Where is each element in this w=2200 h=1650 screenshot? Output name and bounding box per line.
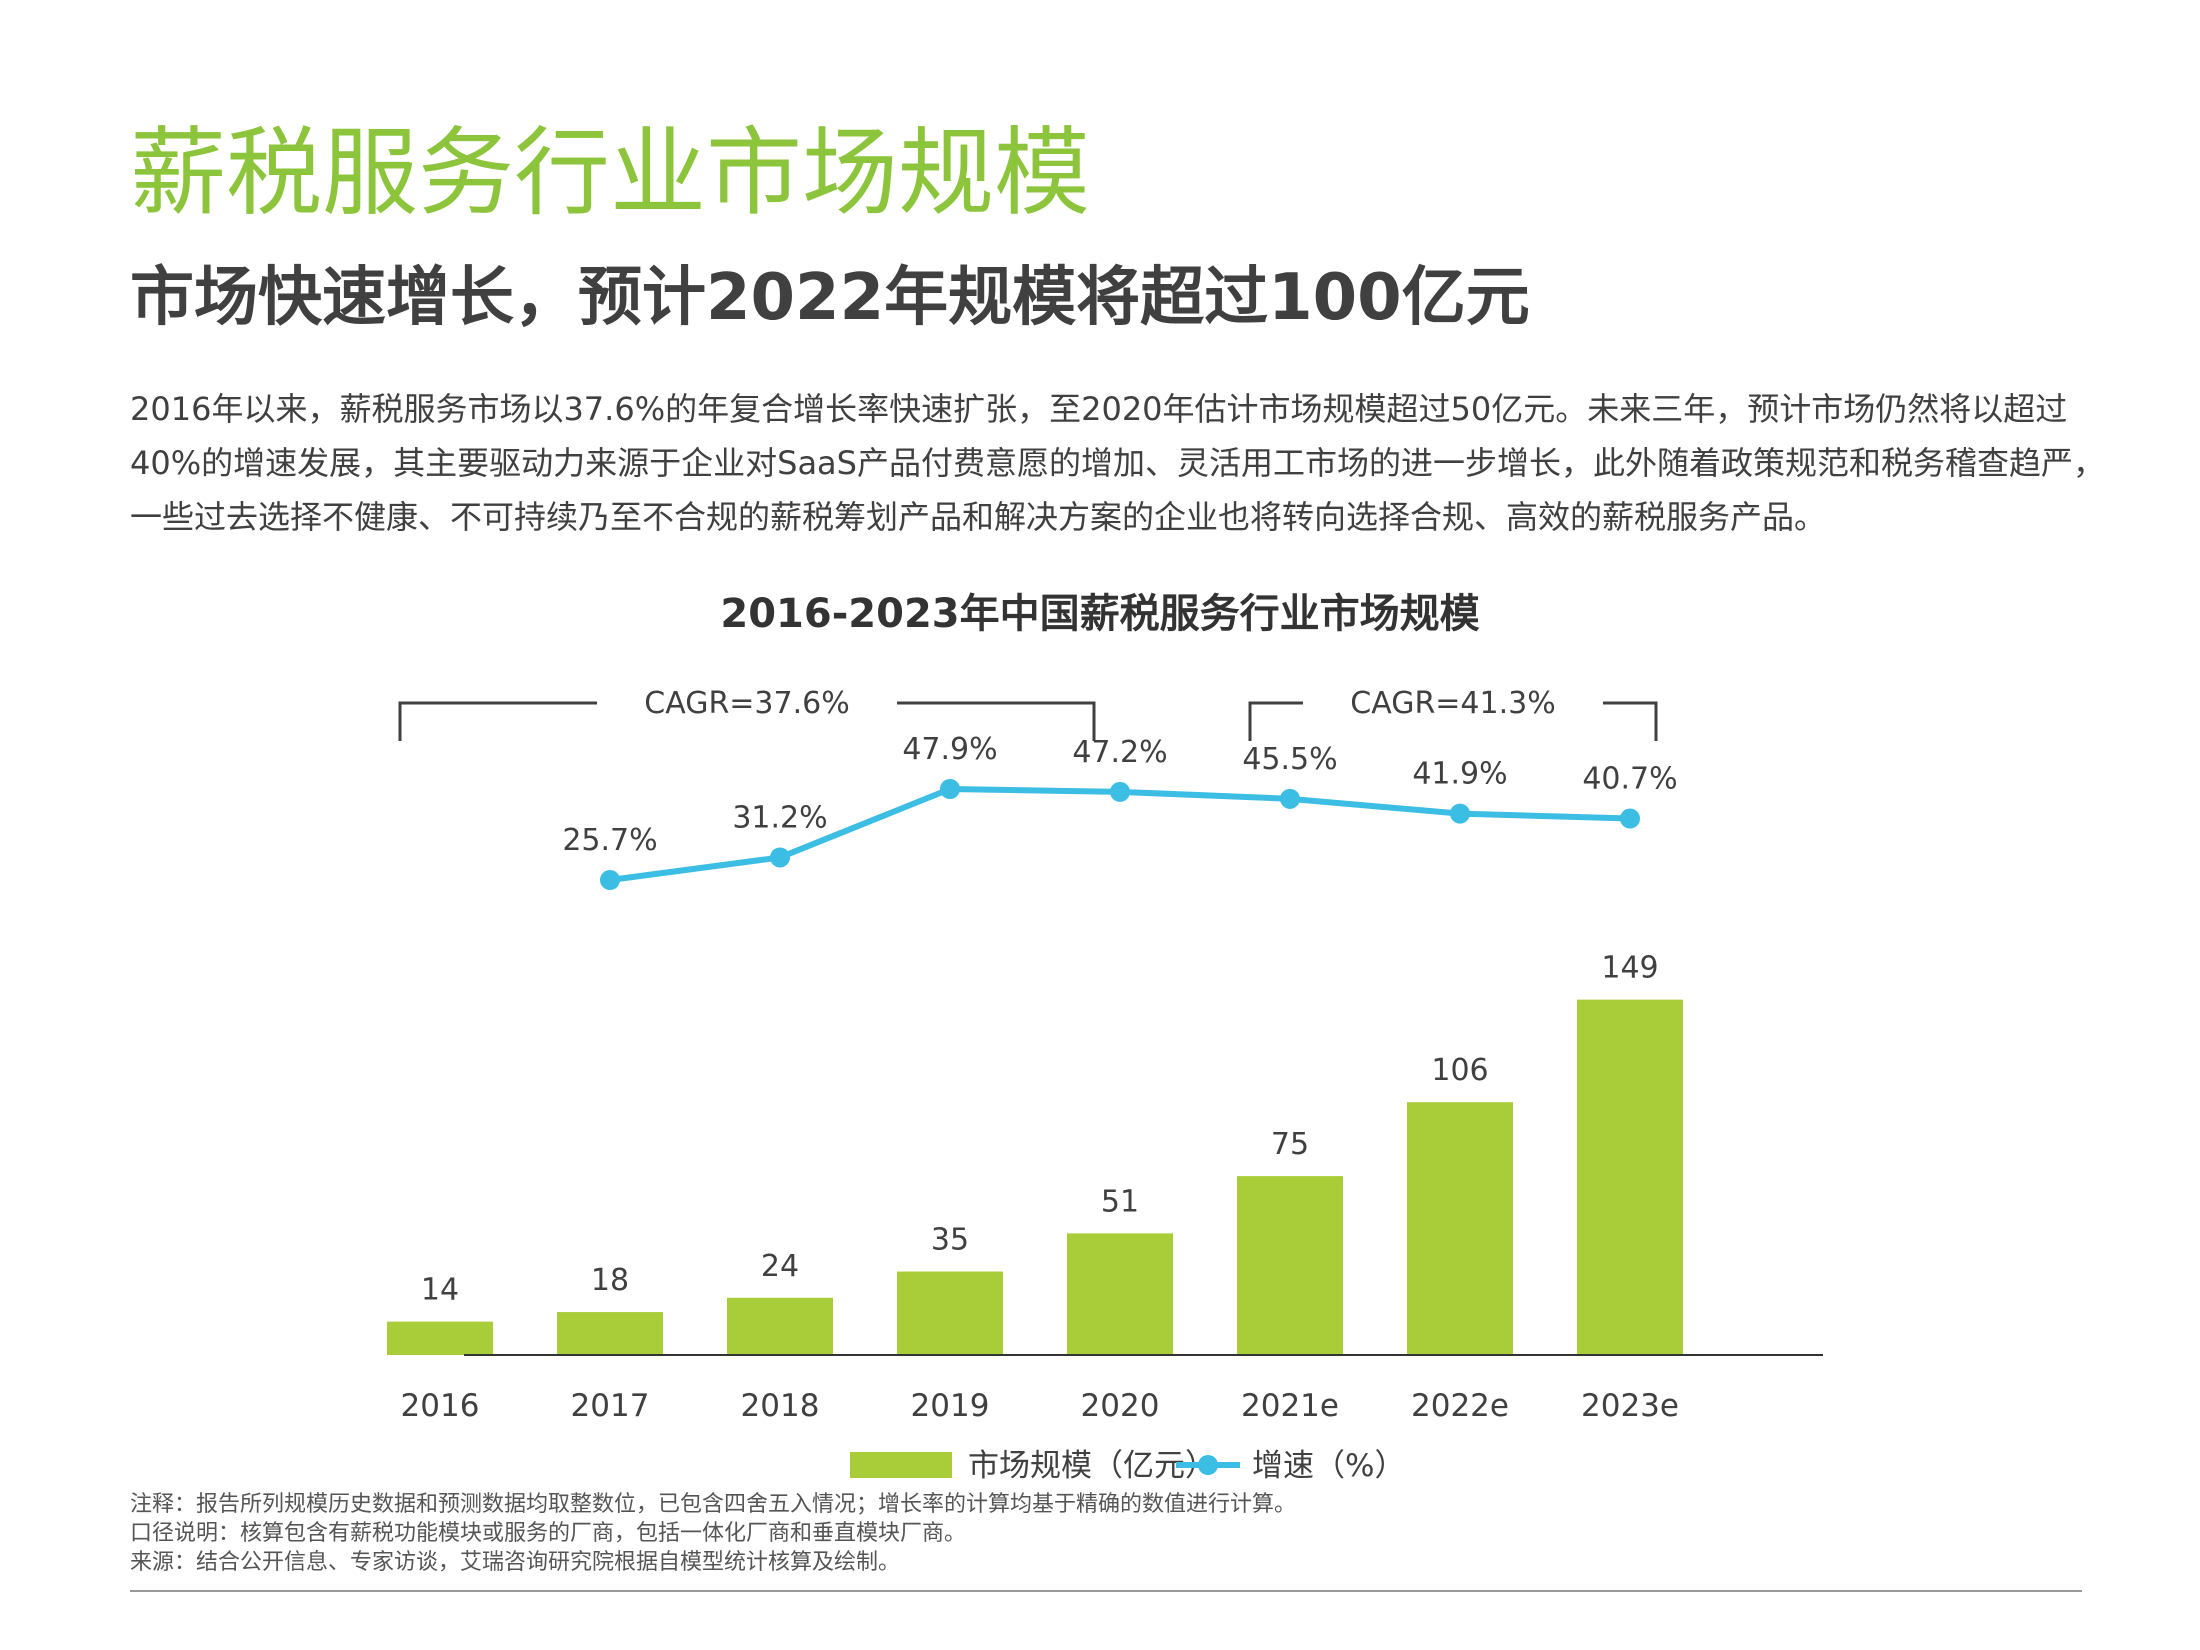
bar-value-label-2022e: 106	[1431, 1053, 1488, 1088]
bar-value-label-2020: 51	[1101, 1184, 1139, 1219]
x-tick-label-2019: 2019	[911, 1388, 990, 1424]
x-tick-label-2016: 2016	[401, 1388, 480, 1424]
x-tick-label-2022e: 2022e	[1411, 1388, 1509, 1424]
growth-point-2019	[940, 779, 960, 799]
bar-2016	[387, 1321, 493, 1355]
bar-value-label-2019: 35	[931, 1223, 969, 1258]
bar-2020	[1067, 1233, 1173, 1355]
x-tick-label-2017: 2017	[571, 1388, 650, 1424]
chart-title: 2016-2023年中国薪税服务行业市场规模	[720, 591, 1480, 637]
legend-swatch-market-size	[850, 1452, 952, 1478]
legend-label-growth: 增速（%）	[1252, 1448, 1405, 1480]
x-tick-label-2023e: 2023e	[1581, 1388, 1679, 1424]
growth-rate-label-2018: 31.2%	[732, 800, 827, 835]
bottom-divider	[130, 1590, 2082, 1592]
footnote-remark: 注释：报告所列规模历史数据和预测数据均取整数位，已包含四舍五入情况；增长率的计算…	[130, 1492, 1297, 1517]
bar-2019	[897, 1271, 1003, 1355]
bar-2022e	[1407, 1102, 1513, 1355]
intro-paragraph: 2016年以来，薪税服务市场以37.6%的年复合增长率快速扩张，至2020年估计…	[130, 390, 2105, 536]
growth-point-2018	[770, 847, 790, 868]
bar-2023e	[1577, 999, 1683, 1355]
legend-swatch-growth-dot	[1198, 1455, 1218, 1475]
growth-rate-label-2019: 47.9%	[902, 732, 997, 767]
growth-point-2020	[1110, 781, 1130, 802]
growth-rate-label-2022e: 41.9%	[1412, 757, 1507, 792]
market-size-chart: 14 2016 18 2017 24 2018 35 2019 51 2020 75 2021e 106…	[387, 686, 1823, 1480]
cagr-label-2: CAGR=41.3%	[1350, 686, 1555, 721]
growth-point-2023e	[1620, 808, 1640, 829]
bar-2017	[557, 1312, 663, 1355]
growth-rate-label-2021e: 45.5%	[1242, 742, 1337, 777]
legend-label-market-size: 市场规模（亿元）	[968, 1448, 1216, 1480]
footnotes: 注释：报告所列规模历史数据和预测数据均取整数位，已包含四舍五入情况；增长率的计算…	[130, 1490, 2080, 1577]
x-tick-label-2021e: 2021e	[1241, 1388, 1339, 1424]
growth-rate-label-2023e: 40.7%	[1582, 762, 1677, 797]
growth-point-2021e	[1280, 788, 1300, 809]
footnote-source: 来源：结合公开信息、专家访谈，艾瑞咨询研究院根据自模型统计核算及绘制。	[130, 1550, 901, 1575]
cagr-label-1: CAGR=37.6%	[644, 686, 849, 721]
bar-2021e	[1237, 1176, 1343, 1355]
footnote-scope: 口径说明：核算包含有薪税功能模块或服务的厂商，包括一体化厂商和垂直模块厂商。	[130, 1521, 967, 1546]
bar-value-label-2018: 24	[761, 1249, 799, 1284]
x-tick-label-2020: 2020	[1081, 1388, 1160, 1424]
x-tick-label-2018: 2018	[741, 1388, 820, 1424]
page-title: 薪税服务行业市场规模	[130, 117, 1090, 229]
growth-rate-label-2020: 47.2%	[1072, 735, 1167, 770]
growth-point-2017	[600, 870, 620, 890]
bar-value-label-2021e: 75	[1271, 1127, 1309, 1162]
bar-value-label-2023e: 149	[1601, 951, 1658, 986]
growth-rate-label-2017: 25.7%	[562, 823, 657, 858]
bar-2018	[727, 1297, 833, 1355]
cagr-bracket-1	[398, 701, 1096, 741]
page-subtitle: 市场快速增长，预计2022年规模将超过100亿元	[130, 261, 1530, 335]
bar-value-label-2017: 18	[591, 1263, 629, 1298]
bar-value-label-2016: 14	[421, 1273, 459, 1308]
cagr-bracket-2	[1248, 701, 1658, 741]
growth-point-2022e	[1450, 803, 1470, 824]
